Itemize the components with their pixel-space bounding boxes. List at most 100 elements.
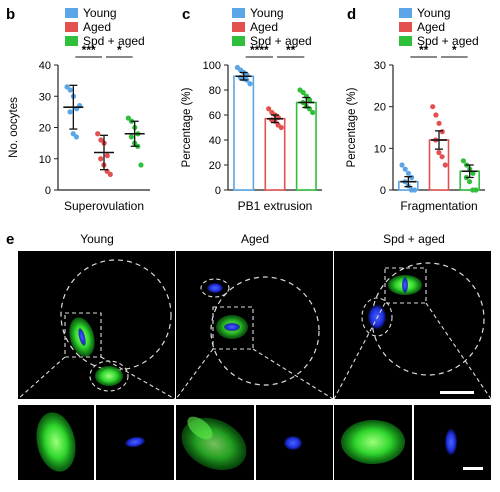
legend-label-spd: Spd + aged — [83, 34, 145, 48]
y-axis-label: Percentage (%) — [346, 87, 358, 167]
y-tick-label: 40 — [39, 60, 51, 72]
legend-label-young: Young — [83, 6, 117, 20]
data-point — [67, 87, 73, 93]
y-axis-label: Percentage (%) — [181, 87, 193, 167]
legend-label-young: Young — [417, 6, 451, 20]
significance-label: **** — [250, 43, 269, 57]
data-point — [70, 131, 76, 137]
zoom-spindle-spd — [341, 420, 405, 464]
significance-label: * — [117, 43, 122, 57]
y-tick-label: 0 — [215, 185, 221, 197]
zoom-box-aged — [212, 306, 254, 350]
data-point — [73, 134, 80, 140]
zoom-chromosomes-spd — [445, 429, 457, 455]
panel-e-title-aged: Aged — [241, 232, 269, 246]
legend-label-aged: Aged — [417, 20, 445, 34]
data-point — [95, 131, 101, 137]
bar-young — [233, 75, 255, 191]
polar-body-outline-spd — [361, 297, 393, 337]
zoom-spindle-young — [36, 412, 76, 472]
polar-body-young — [95, 366, 123, 386]
data-point — [98, 156, 104, 162]
data-point — [433, 112, 439, 118]
significance-label: * — [452, 43, 457, 57]
data-point — [439, 129, 445, 135]
data-point — [460, 158, 466, 164]
chromosomes-young — [78, 328, 86, 346]
data-point — [247, 81, 253, 87]
data-point — [436, 149, 442, 156]
chromosomes-aged — [224, 323, 240, 331]
legend-swatch-spd — [399, 36, 412, 46]
y-tick-label: 10 — [39, 154, 51, 166]
y-tick-label: 30 — [374, 60, 386, 72]
oocyte-outline-young — [60, 259, 172, 371]
data-point — [104, 153, 110, 159]
micrograph-aged — [176, 251, 333, 399]
data-point — [442, 162, 448, 168]
legend-label-aged: Aged — [250, 20, 278, 34]
legend-swatch-aged — [399, 22, 412, 32]
zoom-box-spd — [384, 267, 427, 304]
data-point — [300, 89, 306, 96]
y-tick-label: 0 — [45, 185, 51, 197]
legend-swatch-spd — [65, 36, 78, 46]
zoom-chromosomes-aged — [284, 436, 302, 450]
legend-swatch-young — [65, 8, 78, 18]
y-axis-label: No. oocytes — [8, 97, 20, 158]
panel-e-title-young: Young — [80, 232, 114, 246]
y-tick-label: 20 — [209, 160, 221, 172]
x-axis-label: PB1 extrusion — [238, 199, 313, 213]
y-tick-label: 20 — [39, 123, 51, 135]
data-point — [430, 104, 436, 110]
data-point — [278, 124, 284, 131]
data-point — [266, 106, 272, 112]
zoom-box-young — [64, 312, 102, 358]
scale-bar-zoom — [463, 467, 483, 470]
data-point — [405, 170, 412, 176]
data-point — [67, 109, 73, 115]
x-axis-label: Fragmentation — [400, 199, 477, 213]
y-tick-label: 40 — [209, 135, 221, 147]
data-point — [412, 187, 418, 193]
significance-label: *** — [82, 43, 96, 57]
data-point — [436, 120, 442, 126]
y-tick-label: 30 — [39, 91, 51, 103]
bar-spd-aged — [295, 101, 317, 191]
data-point — [466, 179, 473, 185]
data-point — [125, 115, 131, 121]
data-point — [98, 137, 104, 143]
data-point — [409, 174, 415, 181]
panel-e: Young Aged Spd + aged — [17, 232, 492, 480]
panel-label-e: e — [6, 231, 14, 248]
data-point — [399, 162, 405, 168]
zoom-line-left-young — [17, 356, 66, 400]
legend-swatch-spd — [232, 36, 245, 46]
y-tick-label: 80 — [209, 85, 221, 97]
data-point — [128, 134, 134, 140]
legend-swatch-aged — [65, 22, 78, 32]
legend-label-spd: Spd + aged — [250, 34, 312, 48]
data-point — [310, 109, 316, 116]
data-point — [107, 171, 113, 177]
chromosomes-spd — [402, 277, 408, 293]
polar-body-aged — [207, 283, 223, 293]
significance-label: ** — [419, 43, 429, 57]
legend-swatch-young — [232, 8, 245, 18]
legend-d: Young Aged Spd + aged — [399, 6, 479, 48]
significance-label: ** — [286, 43, 296, 57]
zoom-line-right-young — [100, 356, 176, 400]
micrograph-spd-aged — [334, 251, 491, 399]
legend-b: Young Aged Spd + aged — [65, 6, 145, 48]
y-tick-label: 10 — [374, 143, 386, 155]
data-point — [473, 187, 479, 193]
legend-label-young: Young — [250, 6, 284, 20]
y-tick-label: 20 — [374, 102, 386, 114]
oocyte-outline-aged — [210, 276, 320, 386]
zoom-chromosomes-young — [125, 436, 145, 448]
zoom-line-right-aged — [252, 348, 334, 400]
data-point — [307, 97, 313, 103]
